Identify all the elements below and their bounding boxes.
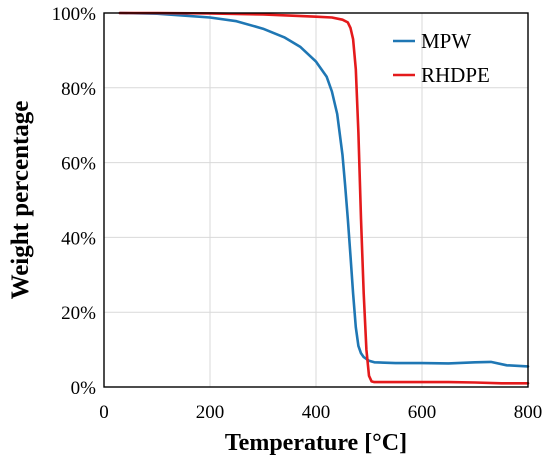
y-tick-label: 80% <box>61 79 96 100</box>
y-tick-label: 20% <box>61 303 96 324</box>
legend-label-rhdpe: RHDPE <box>421 63 490 87</box>
y-tick-label: 0% <box>71 378 97 399</box>
x-tick-labels: 0 200 400 600 800 <box>99 402 542 423</box>
x-tick-label: 400 <box>302 402 331 423</box>
series-line-rhdpe <box>118 11 530 385</box>
y-axis-title: Weight percentage <box>7 101 34 300</box>
y-tick-label: 60% <box>61 154 96 175</box>
y-tick-label: 100% <box>52 4 97 25</box>
legend: MPW RHDPE <box>393 29 490 87</box>
x-tick-label: 0 <box>99 402 109 423</box>
x-tick-label: 600 <box>408 402 437 423</box>
series-layer <box>118 11 530 385</box>
x-tick-label: 200 <box>196 402 225 423</box>
y-tick-labels: 0% 20% 40% 60% 80% 100% <box>52 4 97 399</box>
series-line-mpw <box>118 11 530 368</box>
grid-lines <box>104 13 528 387</box>
legend-label-mpw: MPW <box>421 29 471 53</box>
x-tick-label: 800 <box>514 402 543 423</box>
plot-frame <box>103 12 529 388</box>
x-axis-title: Temperature [°C] <box>225 430 407 456</box>
y-tick-label: 40% <box>61 228 96 249</box>
